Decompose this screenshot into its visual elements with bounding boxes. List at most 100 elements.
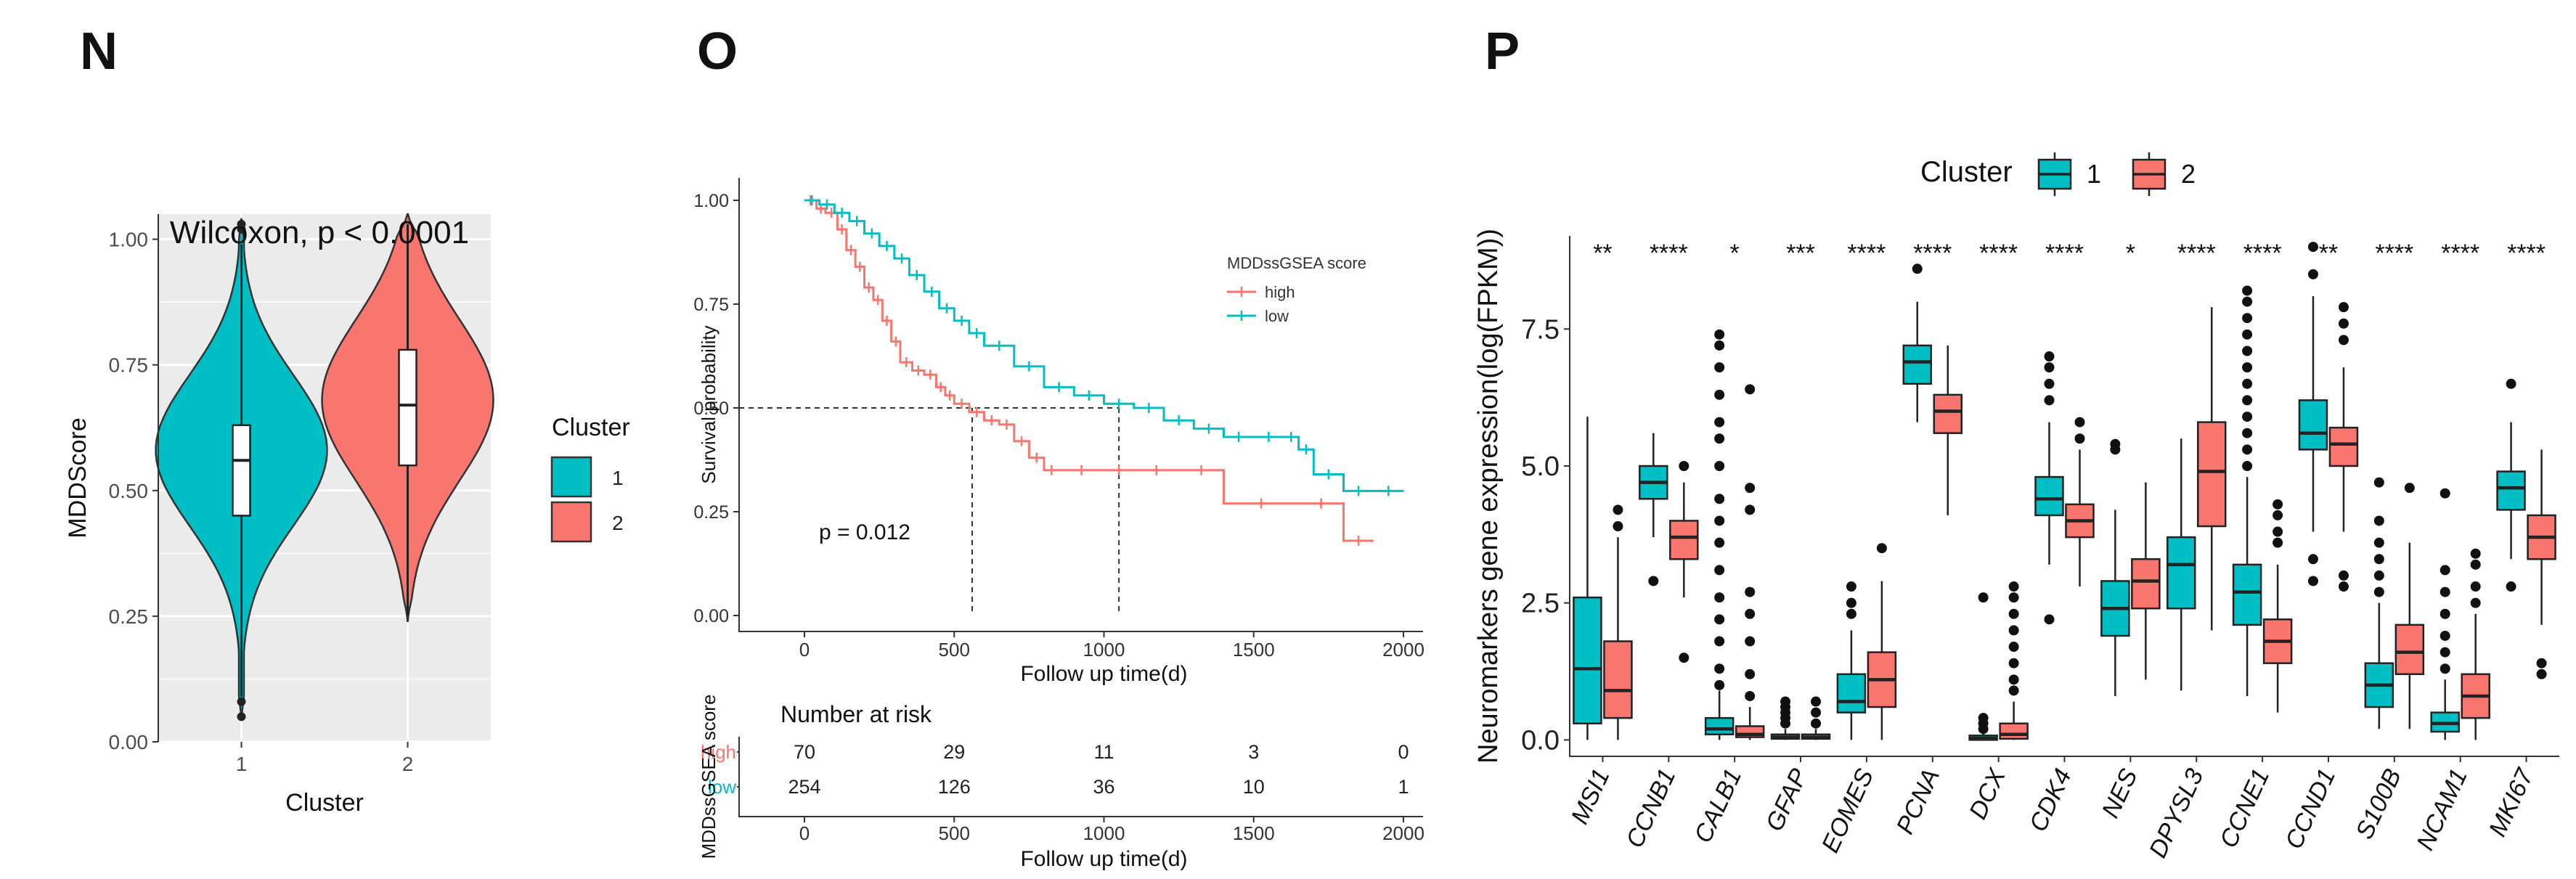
significance-label: ** <box>2319 240 2338 267</box>
box-CCND1-cluster-1 <box>2298 399 2328 451</box>
outlier-point <box>237 712 246 721</box>
outlier-point <box>2044 614 2055 625</box>
risk-count: 3 <box>1248 741 1259 763</box>
y-axis-label: MDDScore <box>64 417 91 538</box>
risk-count: 70 <box>794 741 815 763</box>
outlier-point <box>1714 515 1725 526</box>
risk-y-axis-label: MDDssGSEA score <box>698 695 720 859</box>
risk-x-tick-label: 1000 <box>1083 822 1125 844</box>
y-axis-label: Neuromarkers gene expression(log(FPKM)) <box>1473 229 1504 764</box>
censor-mark <box>956 315 967 326</box>
y-tick-label: 0.25 <box>693 502 729 523</box>
box-MSI1-cluster-1 <box>1573 596 1602 724</box>
x-tick-label: DCX <box>1964 764 2011 823</box>
outlier-point <box>2242 313 2253 324</box>
outlier-point <box>2470 548 2481 559</box>
outlier-point <box>1745 690 1756 701</box>
box-iqr <box>398 348 417 467</box>
censor-mark <box>1031 452 1042 463</box>
risk-count: 126 <box>938 776 971 798</box>
box-NES-cluster-2 <box>2131 558 2161 610</box>
censor-mark <box>986 415 997 426</box>
x-tick-label: 1500 <box>1233 639 1275 661</box>
outlier-point <box>2506 378 2516 389</box>
outlier-point <box>1811 707 1822 718</box>
outlier-point <box>1679 460 1690 471</box>
outlier-point <box>2307 554 2318 565</box>
risk-row-label: high <box>701 741 736 763</box>
outlier-point <box>1745 586 1756 597</box>
outlier-point <box>2242 460 2253 471</box>
x-tick-label: NCAM1 <box>2411 764 2473 854</box>
box-CDK4-cluster-1 <box>2034 475 2064 517</box>
outlier-point <box>2008 658 2019 669</box>
outlier-point <box>1714 417 1725 428</box>
significance-label: **** <box>2243 240 2282 267</box>
outlier-point <box>2373 477 2384 488</box>
box-iqr <box>232 424 251 517</box>
x-axis-label: Cluster <box>285 789 364 817</box>
y-tick-label: 1.00 <box>109 229 149 251</box>
censor-mark <box>911 269 922 280</box>
legend-key-2 <box>550 501 592 543</box>
x-tick-label: MSI1 <box>1566 764 1615 828</box>
censor-mark <box>852 216 863 226</box>
y-tick-label: 0.00 <box>693 606 729 626</box>
outlier-point <box>2404 483 2415 494</box>
outlier-point <box>2373 554 2384 565</box>
risk-count: 11 <box>1093 741 1114 763</box>
outlier-point <box>2074 433 2085 444</box>
censor-mark <box>1256 498 1267 509</box>
risk-count: 0 <box>1398 741 1409 763</box>
chart-title: Wilcoxon, p < 0.0001 <box>170 215 469 250</box>
x-tick-label: EOMES <box>1817 764 1879 857</box>
box-CCNB1-cluster-2 <box>1669 520 1699 560</box>
censor-mark <box>1173 415 1184 426</box>
outlier-point <box>2307 576 2318 586</box>
risk-x-tick-label: 500 <box>939 822 970 844</box>
outlier-point <box>2044 378 2055 389</box>
x-tick-label: CDK4 <box>2024 764 2077 835</box>
y-tick-label: 0.00 <box>109 731 149 753</box>
outlier-point <box>1714 389 1725 400</box>
outlier-point <box>2242 378 2253 389</box>
outlier-point <box>1745 483 1756 494</box>
outlier-point <box>2470 559 2481 570</box>
y-tick-label: 1.00 <box>693 191 729 211</box>
outlier-point <box>2373 586 2384 597</box>
outlier-point <box>1714 537 1725 548</box>
x-tick-label: 500 <box>939 639 970 661</box>
survival-curve-low <box>804 199 1403 492</box>
censor-mark <box>1144 403 1154 413</box>
panel-letter-o: O <box>697 23 738 81</box>
outlier-point <box>2440 663 2450 674</box>
outlier-point <box>2008 592 2019 603</box>
box-MKI67-cluster-1 <box>2496 470 2526 511</box>
censor-mark <box>1001 419 1012 430</box>
outlier-point <box>2110 438 2121 449</box>
x-tick-label: GFAP <box>1761 764 1814 835</box>
legend-label: 2 <box>612 512 624 534</box>
outlier-point <box>2338 318 2349 329</box>
outlier-point <box>2373 537 2384 548</box>
censor-mark <box>994 340 1005 351</box>
outlier-point <box>2440 565 2450 576</box>
outlier-point <box>2440 488 2450 499</box>
outlier-point <box>1714 494 1725 504</box>
x-tick-label: MKI67 <box>2484 764 2539 841</box>
legend-label: high <box>1265 283 1295 301</box>
legend-label: 2 <box>2181 159 2196 189</box>
significance-label: **** <box>2045 240 2084 267</box>
outlier-point <box>1780 696 1791 707</box>
outlier-point <box>1714 592 1725 603</box>
outlier-point <box>1613 504 1623 515</box>
outlier-point <box>2440 630 2450 641</box>
box-CCND1-cluster-2 <box>2328 426 2359 467</box>
outlier-point <box>2242 412 2253 422</box>
x-tick-label: 2000 <box>1382 639 1424 661</box>
outlier-point <box>2242 395 2253 406</box>
censor-mark <box>971 328 982 339</box>
significance-label: **** <box>1650 240 1688 267</box>
box-PCNA-cluster-1 <box>1902 344 1933 385</box>
